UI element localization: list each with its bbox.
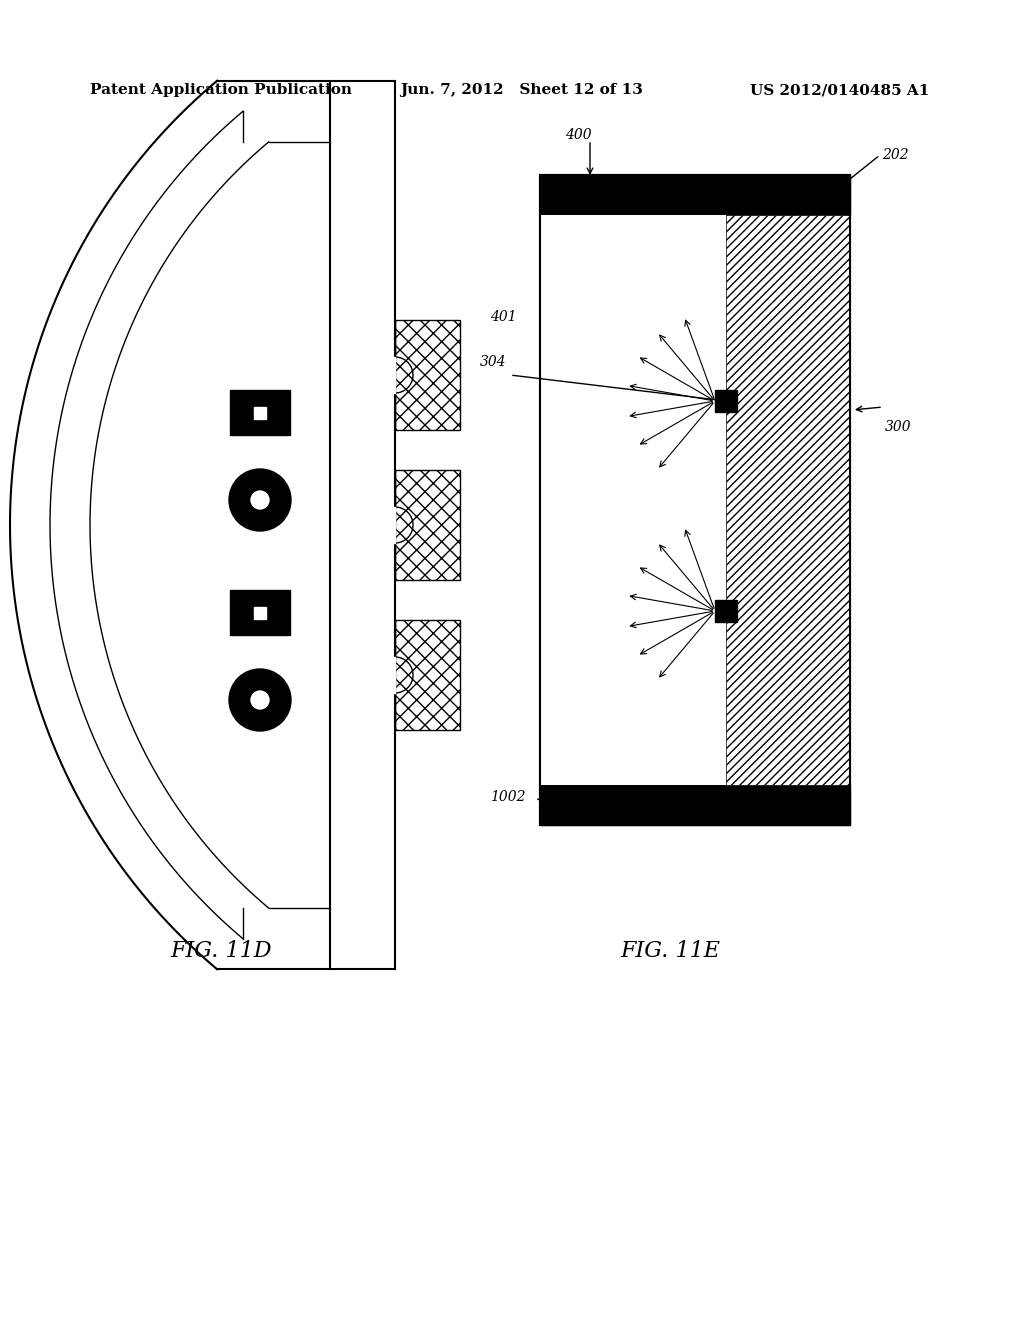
- Bar: [715, 601, 737, 622]
- Text: 401: 401: [490, 310, 517, 323]
- Ellipse shape: [229, 469, 291, 531]
- Bar: [540, 176, 850, 825]
- Ellipse shape: [229, 669, 291, 731]
- Ellipse shape: [251, 491, 269, 510]
- Text: 202: 202: [882, 148, 908, 162]
- Bar: [715, 389, 737, 412]
- Bar: [395, 470, 460, 579]
- Ellipse shape: [251, 690, 269, 709]
- Text: 304: 304: [480, 355, 507, 370]
- Bar: [230, 590, 290, 635]
- Text: FIG. 11E: FIG. 11E: [620, 940, 720, 962]
- Bar: [540, 785, 850, 825]
- Bar: [540, 215, 726, 785]
- Text: Jun. 7, 2012   Sheet 12 of 13: Jun. 7, 2012 Sheet 12 of 13: [400, 83, 643, 96]
- Bar: [726, 215, 850, 785]
- Bar: [395, 620, 460, 730]
- Bar: [540, 176, 850, 825]
- Text: Patent Application Publication: Patent Application Publication: [90, 83, 352, 96]
- Bar: [540, 176, 850, 215]
- Bar: [395, 319, 460, 430]
- Bar: [254, 606, 266, 619]
- Bar: [230, 389, 290, 436]
- Text: US 2012/0140485 A1: US 2012/0140485 A1: [750, 83, 930, 96]
- Text: 300: 300: [885, 420, 911, 434]
- Text: 400: 400: [565, 128, 592, 143]
- Bar: [254, 407, 266, 418]
- Text: 1002: 1002: [490, 789, 525, 804]
- Text: FIG. 11D: FIG. 11D: [170, 940, 271, 962]
